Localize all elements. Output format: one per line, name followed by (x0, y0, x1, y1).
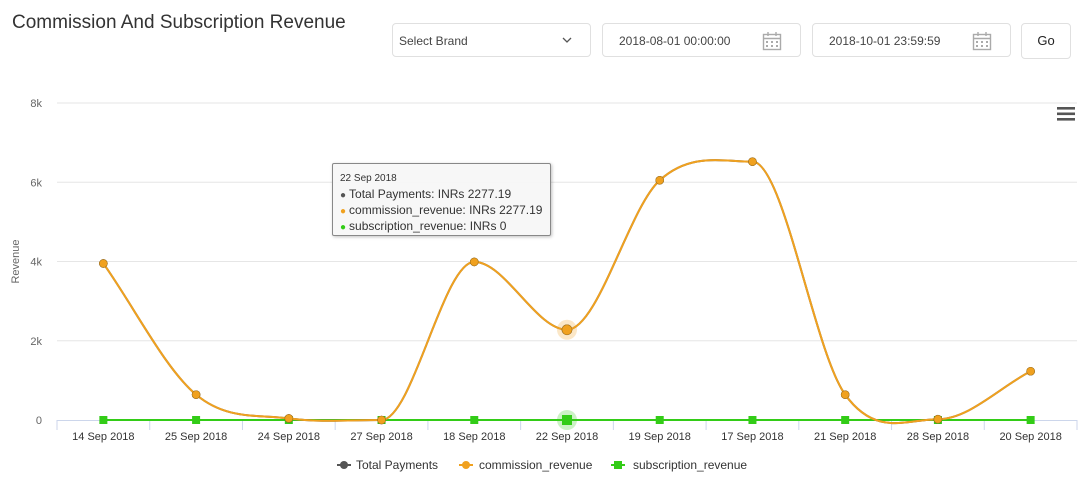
y-tick-label: 6k (30, 177, 42, 189)
y-tick-label: 0 (36, 415, 42, 427)
x-tick-label: 28 Sep 2018 (907, 431, 969, 443)
data-point-circle (469, 257, 479, 267)
data-point-square (192, 416, 201, 424)
y-tick-label: 4k (30, 257, 42, 269)
data-point-square (470, 416, 479, 424)
tooltip-row-label: commission_revenue: INRs 2277.19 (349, 203, 543, 217)
data-point-circle (191, 390, 201, 399)
data-point-circle (933, 414, 943, 424)
calendar-icon[interactable] (972, 31, 992, 51)
tooltip-row: ● Total Payments: INRs 2277.19 (340, 187, 550, 203)
y-tick-label: 2k (30, 336, 42, 348)
data-point-circle (561, 324, 573, 336)
legend-label: commission_revenue (479, 458, 593, 472)
chart-legend: Total Payments commission_revenue subscrip… (337, 458, 747, 472)
data-point-square (562, 415, 572, 425)
legend-marker (340, 461, 348, 469)
tooltip-dot: ● (340, 190, 347, 201)
data-point-circle (377, 415, 386, 425)
tooltip-dot: ● (340, 206, 347, 217)
x-tick-label: 24 Sep 2018 (258, 431, 320, 443)
y-tick-label: 8k (30, 98, 42, 110)
data-point-circle (748, 157, 757, 166)
legend-marker (462, 461, 470, 469)
x-tick-label: 25 Sep 2018 (165, 431, 227, 443)
chevron-down-icon (562, 37, 572, 43)
legend-item[interactable]: Total Payments (337, 458, 438, 472)
tooltip-date: 22 Sep 2018 (340, 173, 397, 184)
end-date-value: 2018-10-01 23:59:59 (829, 34, 941, 48)
x-tick-label: 17 Sep 2018 (721, 431, 783, 443)
chart-tooltip: 22 Sep 2018 ● Total Payments: INRs 2277.1… (332, 163, 551, 236)
tooltip-row-label: Total Payments: INRs 2277.19 (349, 187, 512, 201)
legend-item[interactable]: commission_revenue (459, 458, 593, 472)
end-date-field[interactable]: 2018-10-01 23:59:59 (812, 23, 1011, 57)
tooltip-row: ● commission_revenue: INRs 2277.19 (340, 203, 550, 219)
data-point-square (748, 416, 757, 424)
data-point-square (841, 416, 850, 424)
start-date-field[interactable]: 2018-08-01 00:00:00 (602, 23, 801, 57)
page-title: Commission And Subscription Revenue (12, 12, 346, 33)
brand-select[interactable]: Select Brand (392, 23, 591, 57)
data-point-circle (655, 175, 665, 185)
x-tick-label: 18 Sep 2018 (443, 431, 505, 443)
legend-label: Total Payments (356, 458, 438, 472)
go-button[interactable]: Go (1021, 23, 1071, 59)
legend-item[interactable]: subscription_revenue (611, 458, 747, 472)
x-tick-label: 22 Sep 2018 (536, 431, 598, 443)
x-tick-label: 14 Sep 2018 (72, 431, 134, 443)
data-point-square (655, 416, 664, 424)
tooltip-row-label: subscription_revenue: INRs 0 (349, 219, 507, 233)
x-tick-label: 27 Sep 2018 (350, 431, 412, 443)
legend-marker (614, 461, 622, 469)
data-point-circle (99, 259, 108, 268)
data-point-square (99, 416, 108, 424)
data-point-circle (284, 414, 294, 423)
data-point-circle (840, 390, 850, 399)
data-point-circle (1026, 366, 1035, 376)
x-tick-label: 20 Sep 2018 (999, 431, 1061, 443)
x-tick-label: 19 Sep 2018 (629, 431, 691, 443)
legend-label: subscription_revenue (633, 458, 747, 472)
start-date-value: 2018-08-01 00:00:00 (619, 34, 731, 48)
x-tick-label: 21 Sep 2018 (814, 431, 876, 443)
data-point-square (1026, 416, 1035, 424)
hamburger-menu-icon[interactable] (1057, 106, 1075, 122)
highlight-band (521, 103, 614, 420)
tooltip-row: ● subscription_revenue: INRs 0 (340, 219, 550, 235)
series-line-commission-revenue (102, 159, 1032, 425)
calendar-icon[interactable] (762, 31, 782, 51)
tooltip-dot: ● (340, 222, 347, 233)
brand-select-value: Select Brand (399, 34, 468, 48)
y-axis-label: Revenue (10, 239, 22, 283)
